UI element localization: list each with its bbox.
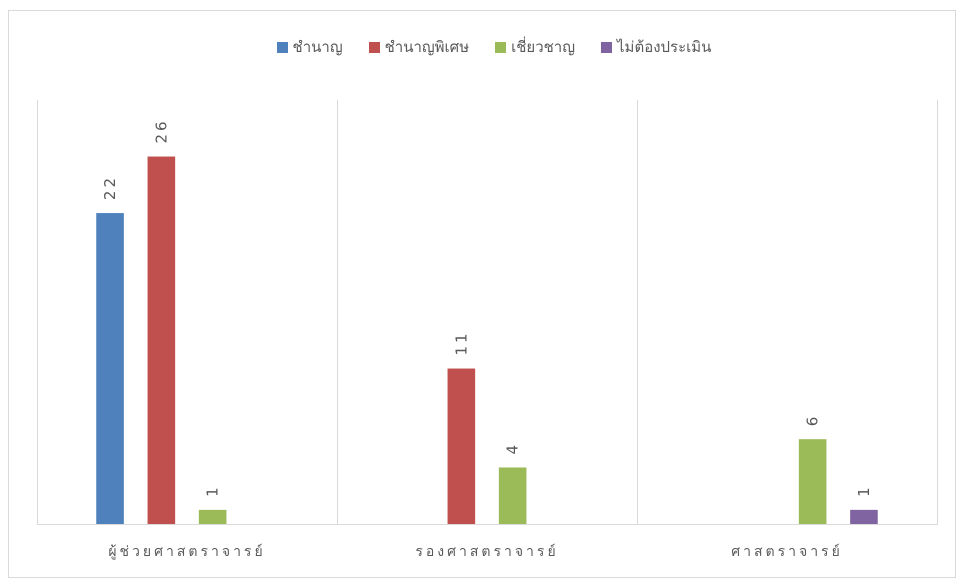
bar-series-4-category-3 [850,509,878,524]
data-label-series-3-category-1: 1 [204,484,222,497]
legend-item-2: ชำนาญพิเศษ [368,38,470,56]
bars [96,156,878,525]
bar-series-1-category-1 [96,213,124,525]
legend-label-2: ชำนาญพิเศษ [384,38,470,56]
category-axis-labels: ผู้ช่วยศาสตราจารย์ รองศาสตราจารย์ ศาสตราจา… [108,543,843,560]
legend-swatch-3 [495,41,507,53]
legend-swatch-4 [601,41,613,53]
data-label-series-3-category-2: 4 [504,442,522,455]
category-label-3: ศาสตราจารย์ [731,543,843,560]
data-label-series-2-category-2: 11 [452,330,470,355]
legend-label-1: ชำนาญ [292,38,343,56]
legend-swatch-2 [368,41,380,53]
data-label-series-1-category-1: 22 [101,175,119,200]
bar-series-2-category-1 [147,156,176,525]
category-label-1: ผู้ช่วยศาสตราจารย์ [108,543,265,560]
legend: ชำนาญ ชำนาญพิเศษ เชี่ยวชาญ ไม่ต้องประเมิ… [30,38,958,56]
legend-label-3: เชี่ยวชาญ [511,38,576,56]
bar-series-3-category-1 [198,509,227,524]
bar-series-3-category-2 [498,467,527,524]
legend-label-4: ไม่ต้องประเมิน [617,38,712,56]
gridlines [37,100,938,525]
data-label-series-4-category-3: 1 [855,484,873,497]
bar-series-3-category-3 [798,439,827,524]
data-label-series-2-category-1: 26 [152,118,170,143]
legend-item-3: เชี่ยวชาญ [495,38,575,56]
legend-item-1: ชำนาญ [276,38,343,56]
legend-item-4: ไม่ต้องประเมิน [601,38,711,56]
bar-series-2-category-2 [447,368,476,524]
legend-swatch-1 [276,41,288,53]
category-label-2: รองศาสตราจารย์ [415,543,558,560]
data-label-series-3-category-3: 6 [804,414,822,427]
